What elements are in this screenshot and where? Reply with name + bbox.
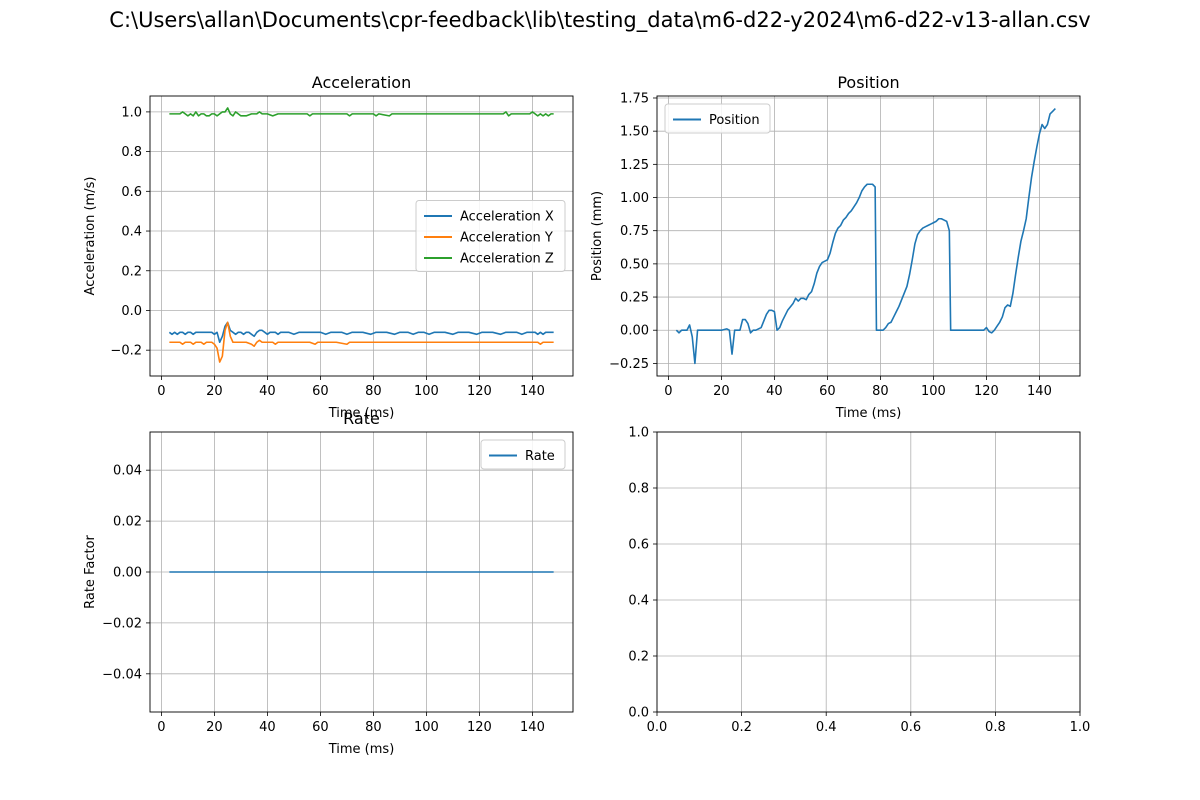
x-tick-label: 0.0 xyxy=(647,720,668,735)
x-tick-label: 0.4 xyxy=(816,720,837,735)
series-line-position xyxy=(675,108,1056,365)
subplot-title: Acceleration xyxy=(312,73,411,92)
y-tick-label: −0.2 xyxy=(110,344,142,359)
y-tick-label: 0.2 xyxy=(121,264,142,279)
x-tick-label: 40 xyxy=(259,384,276,399)
y-tick-label: 1.75 xyxy=(620,91,649,106)
subplot-title: Position xyxy=(837,73,899,92)
empty-subplot: 0.0 0.2 0.4 0.6 0.8 1.0 0.0 0.2 0.4 0.6 0.8 1.0 xyxy=(628,426,1090,736)
x-tick-label: 0 xyxy=(157,384,165,399)
legend: Acceleration X Acceleration Y Acceleration… xyxy=(415,200,566,272)
y-tick-label: 1.0 xyxy=(121,105,142,120)
position-subplot: 0 20 40 60 80 100 120 140 −0.25 0.00 0.25 0.50 0.75 1… xyxy=(590,73,1081,421)
y-tick-label: −0.02 xyxy=(102,616,142,631)
x-tick-label: 0.8 xyxy=(985,720,1006,735)
y-tick-label: −0.25 xyxy=(609,357,649,372)
legend-box xyxy=(415,200,566,272)
x-tick-label: 140 xyxy=(520,720,545,735)
y-tick-label: 0.02 xyxy=(113,515,142,530)
y-axis-label: Position (mm) xyxy=(590,191,605,281)
x-tick-label: 100 xyxy=(921,384,946,399)
x-tick-label: 20 xyxy=(713,384,730,399)
y-tick-label: 1.0 xyxy=(628,426,649,441)
x-axis-label: Time (ms) xyxy=(328,742,395,757)
x-axis-label: Time (ms) xyxy=(328,406,395,421)
x-tick-label: 0 xyxy=(157,720,165,735)
legend-label: Acceleration X xyxy=(460,210,554,225)
rate-subplot: 0 20 40 60 80 100 120 140 −0.04 −0.02 0.00 0.02 0.04… xyxy=(83,409,574,757)
x-tick-label: 40 xyxy=(766,384,783,399)
legend: Position xyxy=(664,103,771,134)
x-tick-label: 120 xyxy=(974,384,999,399)
y-tick-label: −0.04 xyxy=(102,667,142,682)
y-tick-label: 0.0 xyxy=(121,304,142,319)
y-tick-label: 0.0 xyxy=(628,706,649,721)
x-tick-label: 140 xyxy=(520,384,545,399)
x-tick-label: 20 xyxy=(206,720,223,735)
x-tick-label: 20 xyxy=(206,384,223,399)
y-tick-label: 0.2 xyxy=(628,650,649,665)
legend-label: Acceleration Z xyxy=(460,252,554,267)
acceleration-subplot: 0 20 40 60 80 100 120 140 −0.2 0.0 0.2 0.4 0.6 0.8 1.0… xyxy=(83,73,574,421)
x-tick-label: 120 xyxy=(467,720,492,735)
series-line-acceleration-z xyxy=(169,107,554,117)
y-tick-label: 0.4 xyxy=(121,225,142,240)
x-tick-label: 0 xyxy=(664,384,672,399)
y-axis-label: Rate Factor xyxy=(83,534,98,608)
y-tick-label: 0.6 xyxy=(628,538,649,553)
legend-label: Position xyxy=(709,113,760,128)
x-tick-label: 60 xyxy=(819,384,836,399)
x-tick-label: 100 xyxy=(414,720,439,735)
legend-label: Rate xyxy=(525,449,555,464)
y-tick-label: 0.50 xyxy=(620,257,649,272)
legend: Rate xyxy=(480,439,566,470)
series-line-acceleration-x xyxy=(168,321,554,344)
figure-title: C:\Users\allan\Documents\cpr-feedback\li… xyxy=(109,8,1091,32)
axes-frame xyxy=(656,431,1081,713)
y-tick-label: 0.00 xyxy=(620,324,649,339)
y-tick-label: 0.75 xyxy=(620,224,649,239)
x-tick-label: 80 xyxy=(365,720,382,735)
y-tick-label: 1.25 xyxy=(620,158,649,173)
y-tick-label: 0.8 xyxy=(121,145,142,160)
y-tick-label: 0.8 xyxy=(628,482,649,497)
x-tick-label: 80 xyxy=(872,384,889,399)
y-tick-label: 0.04 xyxy=(113,464,142,479)
x-tick-label: 0.2 xyxy=(731,720,752,735)
y-tick-label: 1.00 xyxy=(620,191,649,206)
y-tick-label: 0.00 xyxy=(113,566,142,581)
axes-frame xyxy=(656,95,1081,377)
axes-frame xyxy=(149,95,574,377)
y-tick-label: 0.25 xyxy=(620,291,649,306)
x-tick-label: 0.6 xyxy=(900,720,921,735)
legend-box xyxy=(480,439,566,470)
x-tick-label: 80 xyxy=(365,384,382,399)
y-tick-label: 0.6 xyxy=(121,185,142,200)
x-tick-label: 120 xyxy=(467,384,492,399)
x-tick-label: 1.0 xyxy=(1070,720,1091,735)
series-line-acceleration-y xyxy=(169,321,554,363)
x-tick-label: 60 xyxy=(312,384,329,399)
x-axis-label: Time (ms) xyxy=(835,406,902,421)
x-tick-label: 40 xyxy=(259,720,276,735)
x-tick-label: 100 xyxy=(414,384,439,399)
y-tick-label: 0.4 xyxy=(628,594,649,609)
legend-label: Acceleration Y xyxy=(460,231,553,246)
y-axis-label: Acceleration (m/s) xyxy=(83,177,98,296)
subplot-title: Rate xyxy=(343,409,380,428)
x-tick-label: 60 xyxy=(312,720,329,735)
legend-box xyxy=(664,103,771,134)
y-tick-label: 1.50 xyxy=(620,125,649,140)
x-tick-label: 140 xyxy=(1027,384,1052,399)
